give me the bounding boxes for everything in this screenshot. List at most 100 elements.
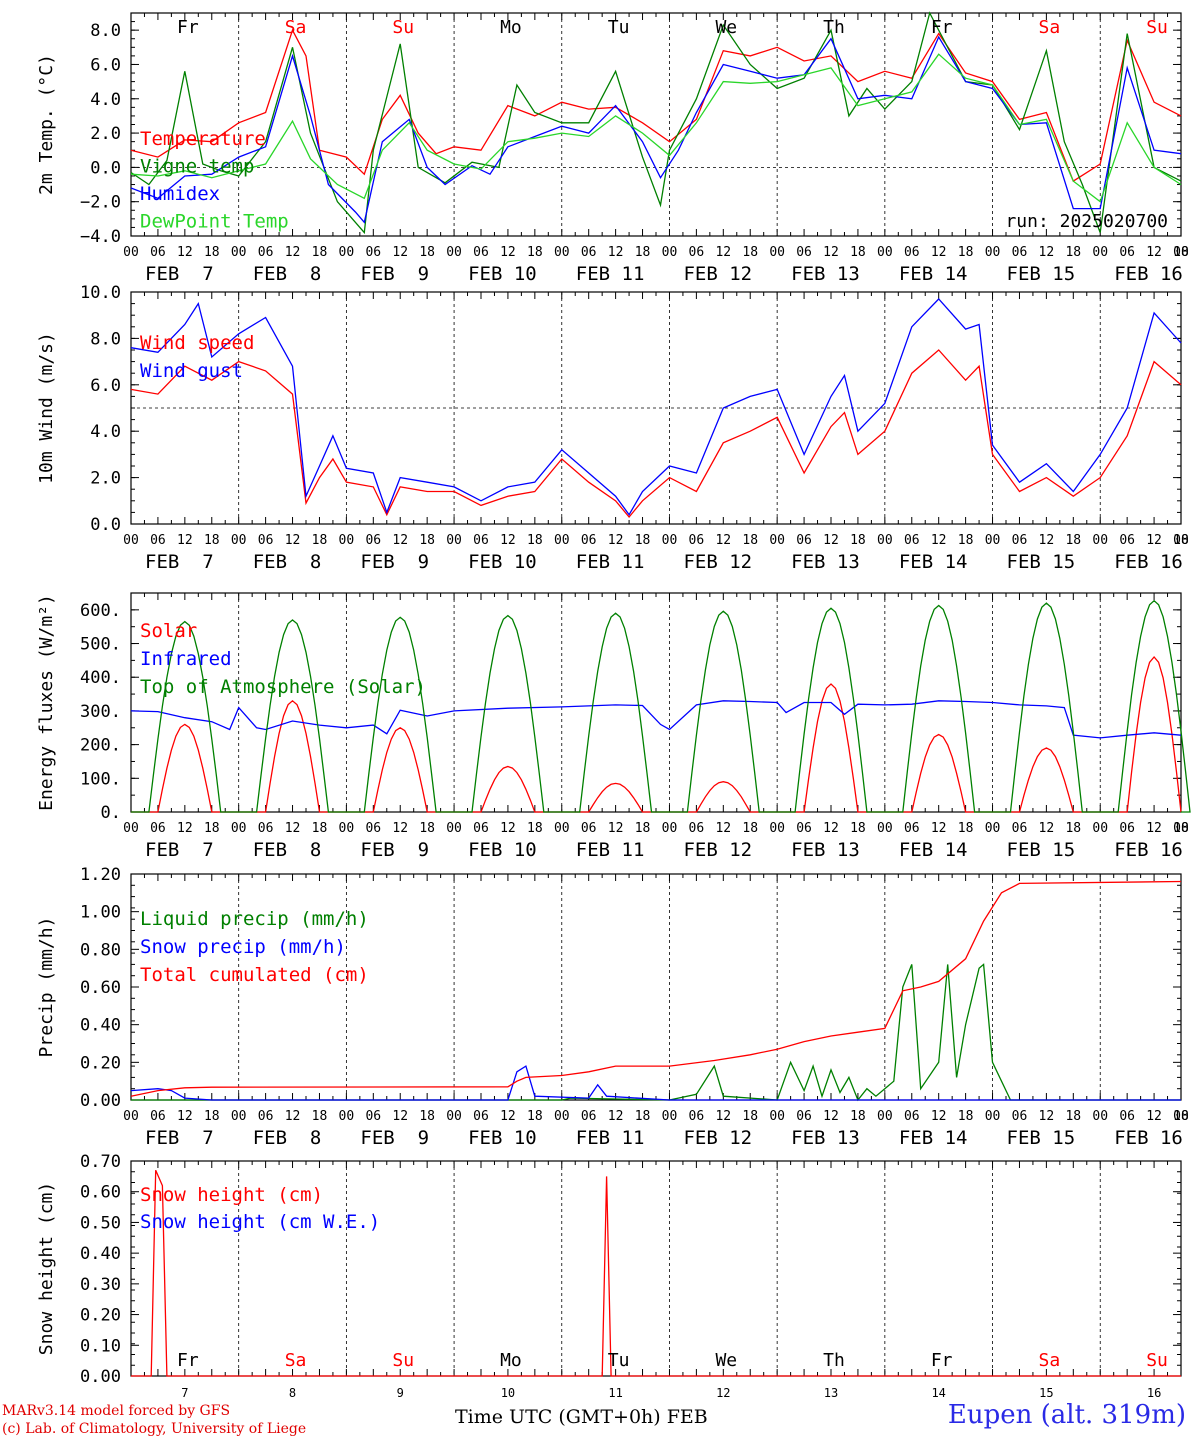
hour-label: 06: [150, 1109, 166, 1124]
hour-label: 12: [715, 821, 731, 836]
hour-label: 00: [123, 1109, 139, 1124]
hour-label: 12: [392, 533, 408, 548]
legend-entry: Snow height (cm W.E.): [140, 1211, 380, 1233]
hour-label: 12: [608, 533, 624, 548]
date-label: FEB 13: [791, 1127, 860, 1149]
hour-label: 00: [123, 821, 139, 836]
hour-label: 06: [1012, 245, 1028, 260]
y-tick-label: 8.0: [90, 21, 121, 41]
hour-label: 18: [958, 245, 974, 260]
day-number: 10: [501, 1386, 515, 1400]
hour-label: 18: [1173, 1109, 1189, 1124]
hour-label: 06: [1119, 821, 1135, 836]
date-label: FEB 7: [145, 263, 214, 285]
hour-label: 06: [365, 533, 381, 548]
day-number: 14: [931, 1386, 945, 1400]
date-label: FEB 15: [1007, 1127, 1076, 1149]
series-line: [130, 1065, 1181, 1101]
hour-label: 00: [231, 245, 247, 260]
hour-label: 12: [931, 821, 947, 836]
hour-label: 06: [473, 821, 489, 836]
hour-label: 12: [392, 1109, 408, 1124]
hour-label: 00: [446, 533, 462, 548]
series-line: [131, 655, 1182, 813]
y-tick-label: 0.40: [80, 1244, 121, 1264]
hour-label: 06: [689, 533, 705, 548]
hour-label: 18: [419, 821, 435, 836]
hour-label: 00: [877, 1109, 893, 1124]
hour-label: 00: [339, 533, 355, 548]
date-label: FEB 9: [360, 551, 429, 573]
hour-label: 00: [1173, 821, 1189, 836]
hour-label: 12: [500, 821, 516, 836]
date-label: FEB 10: [468, 551, 537, 573]
date-label: FEB 7: [145, 1127, 214, 1149]
hour-label: 12: [1146, 1109, 1162, 1124]
hour-label: 18: [1065, 1109, 1081, 1124]
hour-label: 12: [823, 821, 839, 836]
hour-label: 00: [123, 245, 139, 260]
date-label: FEB 11: [576, 551, 645, 573]
legend-entry: Wind gust: [140, 360, 243, 382]
hour-label: 00: [662, 821, 678, 836]
day-number: 12: [716, 1386, 730, 1400]
legend-entry: Vigne temp: [140, 156, 254, 178]
panel-2: 10.0 8.0 6.0 4.0 2.0 0.0 10m Wind (m/s) Wind sp…: [36, 283, 1189, 573]
hour-label: 00: [769, 1109, 785, 1124]
series-line: [130, 349, 1182, 519]
date-label: FEB 13: [791, 551, 860, 573]
hour-label: 12: [392, 245, 408, 260]
series-line: [130, 35, 1182, 224]
y-tick-label: 6.0: [90, 376, 121, 396]
hour-label: 12: [177, 245, 193, 260]
hour-label: 00: [446, 821, 462, 836]
hour-label: 06: [1012, 1109, 1028, 1124]
weekday-label: Tu: [608, 1350, 630, 1371]
hour-label: 06: [796, 533, 812, 548]
hour-label: 00: [769, 245, 785, 260]
hour-label: 12: [177, 821, 193, 836]
hour-label: 18: [958, 533, 974, 548]
hour-label: 00: [446, 1109, 462, 1124]
y-tick-label: 6.0: [90, 55, 121, 75]
hour-label: 18: [742, 533, 758, 548]
hour-label: 06: [258, 533, 274, 548]
hour-label: 18: [419, 245, 435, 260]
hour-label: 12: [1146, 245, 1162, 260]
y-axis-label: Energy fluxes (W/m²): [36, 594, 57, 811]
date-label: FEB 14: [899, 551, 968, 573]
hour-label: 18: [204, 1109, 220, 1124]
y-tick-label: 0.0: [90, 515, 121, 535]
panel-5: 0.70 0.60 0.50 0.40 0.30 0.20 0.10 0.00 Snow hei…: [36, 1152, 1182, 1400]
day-number: 16: [1147, 1386, 1161, 1400]
hour-label: 00: [123, 533, 139, 548]
weekday-label: Sa: [1039, 1350, 1061, 1371]
weekday-label: Mo: [500, 1350, 522, 1371]
weekday-label: Fr: [177, 17, 199, 38]
y-tick-label: 10.0: [80, 283, 121, 303]
hour-label: 00: [769, 821, 785, 836]
hour-label: 18: [850, 1109, 866, 1124]
date-label: FEB 11: [576, 1127, 645, 1149]
date-label: FEB 9: [360, 263, 429, 285]
date-label: FEB 12: [683, 1127, 752, 1149]
hour-label: 12: [285, 1109, 301, 1124]
y-axis-label: 2m Temp. (°C): [36, 54, 57, 195]
series-line: [130, 880, 1182, 1097]
hour-label: 12: [608, 1109, 624, 1124]
weekday-label: Sa: [285, 17, 307, 38]
y-tick-label: 8.0: [90, 329, 121, 349]
hour-label: 00: [1092, 533, 1108, 548]
hour-label: 12: [608, 245, 624, 260]
series-line: [131, 1169, 1181, 1377]
hour-label: 06: [796, 1109, 812, 1124]
date-label: FEB 16: [1114, 1127, 1183, 1149]
hour-label: 06: [1119, 245, 1135, 260]
hour-label: 18: [1065, 245, 1081, 260]
hour-label: 00: [877, 533, 893, 548]
legend-entry: Humidex: [140, 183, 220, 205]
legend-entry: DewPoint Temp: [140, 211, 289, 233]
series-line: [130, 28, 1182, 183]
hour-label: 18: [204, 533, 220, 548]
